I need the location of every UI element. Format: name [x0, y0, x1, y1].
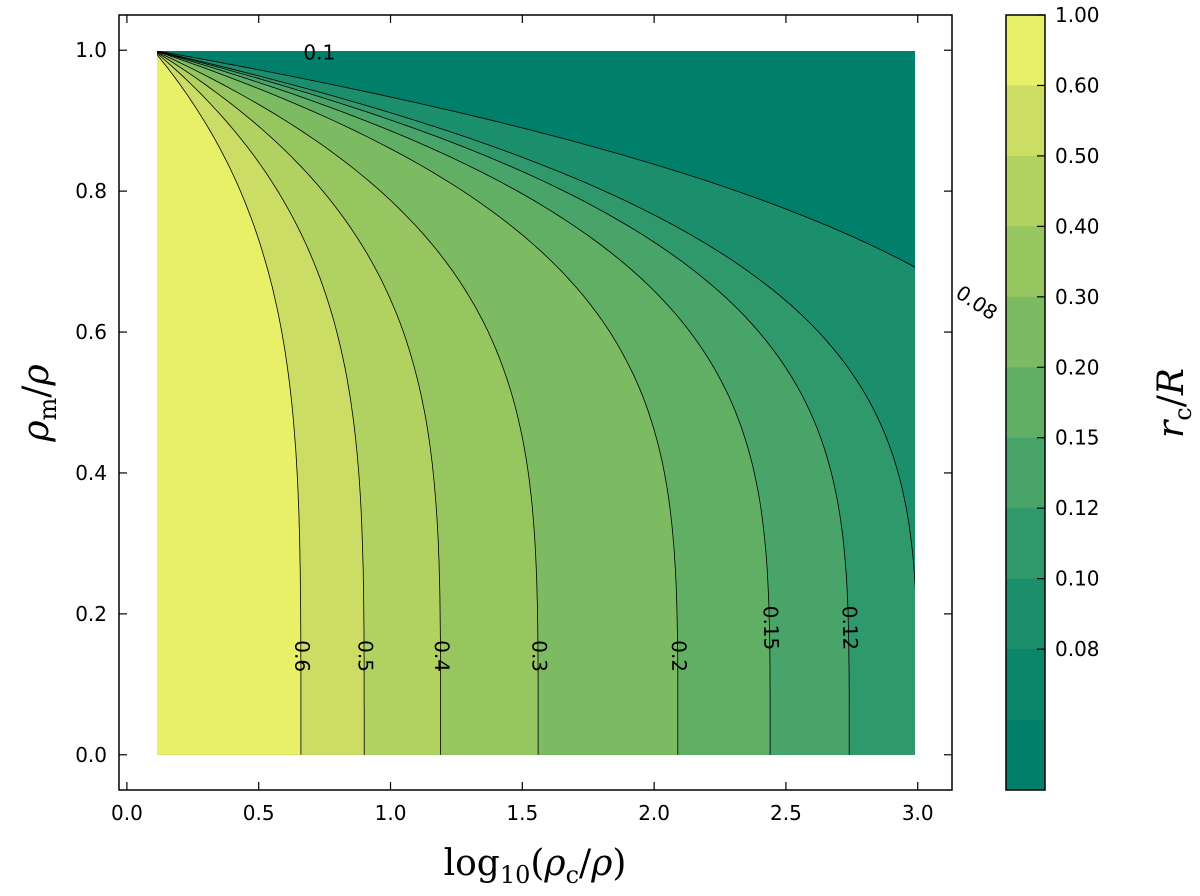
y-axis-label: ρm/ρ — [16, 364, 62, 442]
x-axis-label-fn: log — [444, 843, 500, 884]
colorbar-label-R: R — [1151, 368, 1192, 396]
contour-label: 0.6 — [290, 640, 314, 672]
contour-line — [157, 54, 302, 755]
x-tick-label: 3.0 — [902, 801, 934, 825]
y-tick-label: 0.4 — [75, 461, 107, 485]
colorbar-band — [1006, 226, 1045, 298]
contour-labels: 0.6 0.5 0.4 0.3 0.2 0.15 0.12 0.1 0.08 — [290, 40, 1002, 672]
plot-area: 0.6 0.5 0.4 0.3 0.2 0.15 0.12 0.1 0.08 0.0 0.5 1.0… — [75, 14, 1002, 825]
x-axis-label-slash: / — [579, 843, 592, 884]
colorbar-bands — [1006, 15, 1045, 791]
contour-line — [157, 51, 539, 755]
contour-label: 0.1 — [303, 40, 335, 64]
contour-label: 0.08 — [952, 280, 1002, 325]
colorbar-frame — [1005, 14, 1046, 791]
colorbar: 1.00 0.60 0.50 0.40 0.30 0.20 0.15 0.12 0.10 0.08 — [1005, 3, 1100, 791]
y-axis-label-slash: / — [16, 385, 57, 398]
y-axis-label-rho-m: ρ — [16, 420, 57, 442]
plot-frame — [118, 14, 953, 791]
contour-label: 0.12 — [838, 605, 863, 650]
colorbar-tick-label: 0.30 — [1055, 285, 1100, 309]
colorbar-band — [1006, 367, 1045, 439]
colorbar-band — [1006, 15, 1045, 86]
y-tick-label: 0.0 — [75, 743, 107, 767]
x-tick-label: 1.0 — [375, 801, 407, 825]
colorbar-label-slash: / — [1151, 394, 1192, 407]
y-tick-label: 0.6 — [75, 320, 107, 344]
colorbar-tick-label: 0.12 — [1055, 496, 1100, 520]
x-tick-label: 1.5 — [506, 801, 538, 825]
contour-line — [157, 51, 915, 590]
colorbar-band — [1006, 508, 1045, 580]
colorbar-label-r-sub: c — [1169, 407, 1197, 420]
contour-label: 0.4 — [430, 640, 454, 672]
colorbar-ticks: 1.00 0.60 0.50 0.40 0.30 0.20 0.15 0.12 0.10 0.08 — [1037, 3, 1100, 661]
contour-line — [157, 52, 365, 755]
colorbar-band — [1006, 296, 1045, 368]
contour-line — [157, 52, 442, 755]
colorbar-band — [1006, 437, 1045, 509]
contour-label: 0.15 — [759, 605, 784, 650]
x-tick-label: 0.0 — [111, 801, 143, 825]
contour-band — [157, 54, 301, 755]
colorbar-band — [1006, 578, 1045, 650]
colorbar-tick-label: 0.10 — [1055, 567, 1100, 591]
contour-lines — [157, 51, 915, 755]
y-tick-label: 0.8 — [75, 179, 107, 203]
contour-line — [157, 51, 915, 268]
x-axis-label-rparen: ) — [612, 843, 626, 884]
colorbar-tick-label: 0.50 — [1055, 144, 1100, 168]
colorbar-tick-label: 0.15 — [1055, 426, 1100, 450]
colorbar-label-r: r — [1151, 419, 1192, 438]
x-axis-label-rho-c-sub: c — [566, 861, 579, 889]
colorbar-band — [1006, 719, 1045, 791]
x-tick-label: 2.5 — [770, 801, 802, 825]
y-axis-label-rho-m-sub: m — [34, 397, 62, 420]
x-axis-label-rho: ρ — [590, 843, 612, 884]
contour-label: 0.5 — [354, 640, 378, 672]
x-axis-label-lparen: ( — [530, 843, 544, 884]
colorbar-tick-label: 0.60 — [1055, 73, 1100, 97]
contour-line — [157, 51, 771, 755]
x-axis-label-rho-c: ρ — [543, 843, 565, 884]
x-axis-ticks: 0.0 0.5 1.0 1.5 2.0 2.5 3.0 — [111, 15, 934, 825]
contour-line — [157, 51, 679, 755]
x-axis-label-fn-sub: 10 — [500, 861, 531, 889]
colorbar-band — [1006, 649, 1045, 721]
colorbar-band — [1006, 155, 1045, 227]
contour-line — [157, 51, 850, 755]
colorbar-tick-label: 1.00 — [1055, 3, 1100, 27]
y-axis-label-rho: ρ — [16, 364, 57, 386]
colorbar-band — [1006, 85, 1045, 157]
x-tick-label: 2.0 — [638, 801, 670, 825]
y-tick-label: 1.0 — [75, 38, 107, 62]
colorbar-label: rc/R — [1151, 368, 1197, 438]
x-axis-label: log10(ρc/ρ) — [444, 843, 627, 889]
colorbar-tick-label: 0.20 — [1055, 355, 1100, 379]
colorbar-tick-label: 0.40 — [1055, 214, 1100, 238]
x-tick-label: 0.5 — [243, 801, 275, 825]
contour-label: 0.3 — [527, 640, 551, 672]
contour-label: 0.2 — [667, 640, 691, 672]
colorbar-tick-label: 0.08 — [1055, 637, 1100, 661]
y-tick-label: 0.2 — [75, 602, 107, 626]
y-axis-ticks: 0.0 0.2 0.4 0.6 0.8 1.0 — [75, 38, 952, 767]
